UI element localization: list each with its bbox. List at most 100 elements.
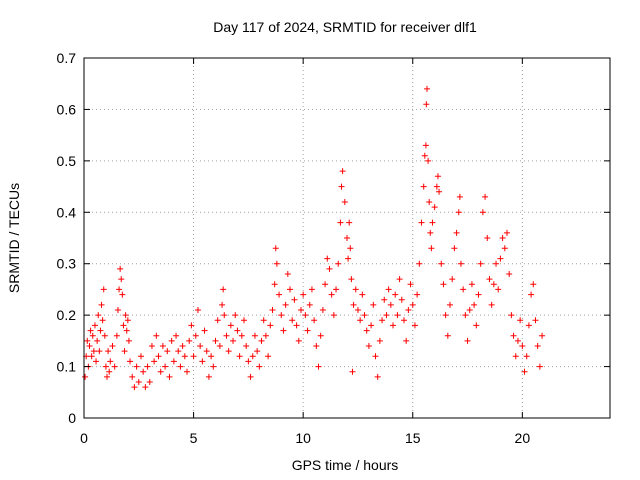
- data-point: [350, 301, 357, 308]
- y-tick-label: 0.1: [57, 359, 77, 375]
- data-point: [328, 291, 335, 298]
- data-point: [396, 276, 403, 283]
- data-point: [258, 337, 265, 344]
- data-point: [276, 291, 283, 298]
- data-point: [203, 348, 210, 355]
- data-point: [434, 173, 441, 180]
- data-point: [155, 353, 162, 360]
- data-point: [420, 183, 427, 190]
- data-point: [208, 353, 215, 360]
- data-point: [324, 255, 331, 262]
- data-point: [247, 373, 254, 380]
- data-point: [315, 363, 322, 370]
- data-point: [282, 301, 289, 308]
- data-point: [87, 327, 94, 334]
- data-point: [267, 322, 274, 329]
- data-point: [429, 219, 436, 226]
- data-point: [157, 368, 164, 375]
- data-point: [251, 332, 258, 339]
- data-point: [352, 286, 359, 293]
- data-point: [392, 291, 399, 298]
- data-point: [295, 337, 302, 344]
- data-point: [240, 317, 247, 324]
- data-point: [291, 296, 298, 303]
- data-point: [179, 343, 186, 349]
- data-point: [93, 358, 100, 365]
- data-point: [91, 322, 98, 329]
- data-point: [333, 286, 340, 293]
- x-tick-label: 10: [295, 430, 311, 446]
- data-point: [117, 265, 124, 272]
- data-point: [525, 322, 532, 329]
- data-point: [146, 379, 153, 385]
- data-point: [116, 286, 123, 293]
- data-point: [514, 337, 521, 344]
- data-point: [471, 301, 478, 308]
- data-point: [354, 307, 361, 313]
- data-point: [359, 291, 366, 298]
- data-point: [186, 337, 193, 344]
- data-point: [230, 337, 237, 344]
- data-point: [462, 312, 469, 319]
- data-point: [421, 152, 428, 159]
- data-point: [387, 301, 394, 308]
- data-point: [190, 353, 197, 360]
- data-point: [236, 353, 243, 360]
- data-point: [477, 260, 484, 267]
- data-point: [517, 317, 524, 324]
- data-point: [370, 301, 377, 308]
- data-point: [416, 260, 423, 267]
- data-point: [197, 343, 204, 349]
- data-point: [372, 353, 379, 360]
- data-point: [127, 358, 134, 365]
- data-point: [357, 317, 364, 324]
- data-point: [88, 353, 95, 360]
- data-point: [374, 373, 381, 380]
- data-point: [269, 307, 276, 313]
- data-point: [411, 322, 418, 329]
- data-point: [98, 301, 105, 308]
- data-point: [256, 363, 263, 370]
- data-point: [440, 281, 447, 288]
- data-point: [341, 199, 348, 205]
- data-point: [148, 343, 155, 349]
- data-point: [168, 337, 175, 344]
- data-point: [192, 332, 199, 339]
- x-tick-label: 0: [80, 430, 88, 446]
- data-point: [94, 337, 101, 344]
- data-point: [131, 384, 138, 391]
- data-point: [363, 327, 370, 334]
- data-point: [381, 296, 388, 303]
- data-point: [486, 276, 493, 283]
- data-point: [501, 245, 508, 252]
- data-point: [142, 384, 149, 391]
- data-point: [330, 312, 337, 319]
- data-point: [442, 312, 449, 319]
- data-point: [319, 307, 326, 313]
- data-point: [398, 296, 405, 303]
- data-point: [297, 307, 304, 313]
- y-tick-label: 0.4: [57, 204, 77, 220]
- data-point: [428, 245, 435, 252]
- x-tick-label: 15: [405, 430, 421, 446]
- y-tick-label: 0.6: [57, 101, 77, 117]
- data-point: [490, 281, 497, 288]
- y-tick-label: 0.7: [57, 50, 77, 66]
- data-point: [400, 317, 407, 324]
- data-point: [302, 312, 309, 319]
- data-point: [106, 368, 113, 375]
- data-point: [519, 343, 526, 349]
- data-point: [214, 317, 221, 324]
- data-point: [444, 332, 451, 339]
- data-point: [488, 301, 495, 308]
- data-point: [423, 101, 430, 108]
- data-point: [109, 343, 116, 349]
- data-point: [120, 322, 127, 329]
- data-point: [346, 219, 353, 226]
- data-point: [254, 348, 261, 355]
- data-point: [221, 312, 228, 319]
- data-point: [345, 255, 352, 262]
- data-point: [453, 229, 460, 236]
- data-point: [89, 332, 96, 339]
